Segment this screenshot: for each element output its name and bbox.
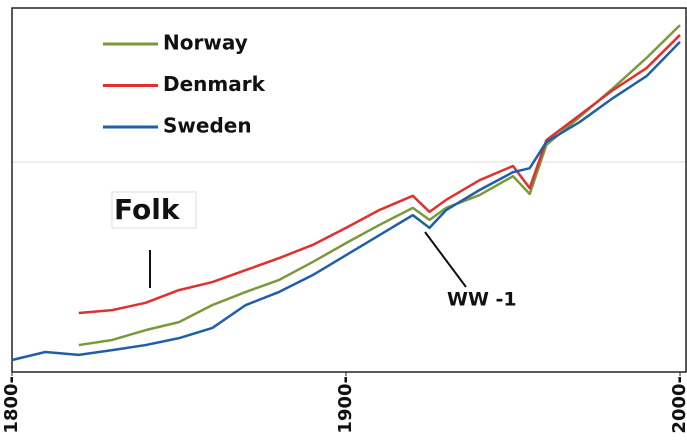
legend-label: Denmark (163, 72, 266, 96)
legend-label: Norway (163, 31, 248, 55)
legend-label: Sweden (163, 114, 252, 138)
x-tick-label: 1800- (1, 376, 22, 434)
annotation: WW -1 (447, 289, 517, 311)
plot-frame (11, 7, 687, 373)
x-tick-label: 1900- (335, 376, 356, 434)
series-line (78, 34, 681, 315)
annotation-line (424, 231, 467, 288)
annotation: Folk (114, 193, 181, 226)
series-line (78, 24, 681, 347)
series-line (11, 40, 681, 362)
annotation-box (111, 191, 197, 229)
x-tick-label: 2000- (669, 376, 687, 434)
